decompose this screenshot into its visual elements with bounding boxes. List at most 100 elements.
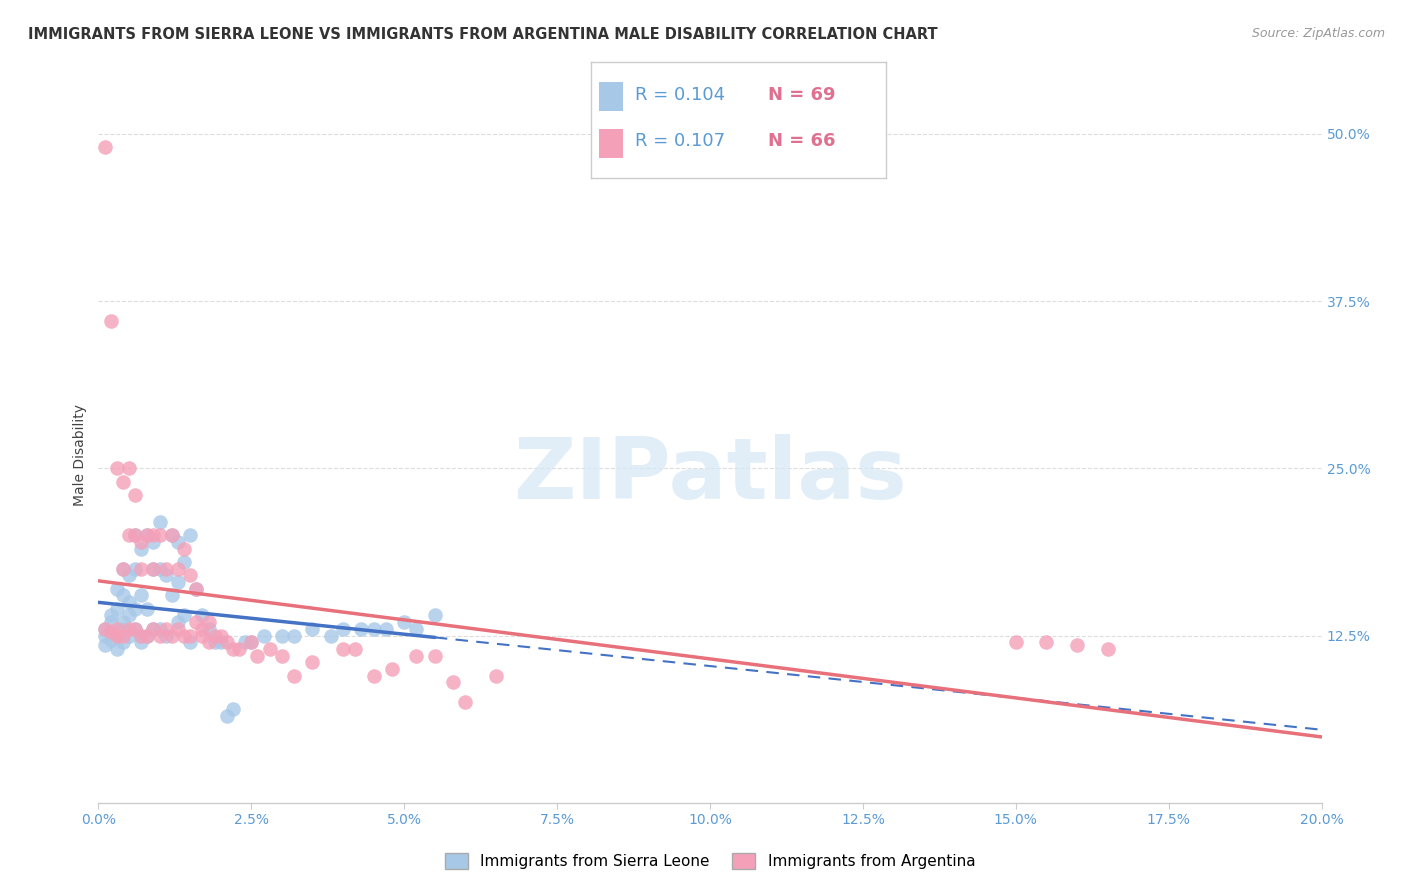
Immigrants from Sierra Leone [93,628,115,642]
Immigrants from Sierra Leone [100,615,122,630]
Immigrants from Argentina [191,628,214,642]
Immigrants from Argentina [105,622,128,636]
Immigrants from Sierra Leone [129,589,152,603]
Immigrants from Argentina [228,642,250,657]
FancyBboxPatch shape [599,82,623,112]
Immigrants from Sierra Leone [100,632,122,647]
Immigrants from Sierra Leone [283,628,305,642]
Immigrants from Argentina [118,461,141,475]
Immigrants from Sierra Leone [93,622,115,636]
Immigrants from Sierra Leone [233,635,256,649]
Immigrants from Sierra Leone [100,624,122,639]
Immigrants from Argentina [405,648,427,663]
Immigrants from Sierra Leone [209,635,232,649]
Immigrants from Argentina [423,648,446,663]
Immigrants from Sierra Leone [222,702,245,716]
Immigrants from Argentina [1066,638,1088,652]
Immigrants from Argentina [283,669,305,683]
Immigrants from Sierra Leone [142,562,165,576]
Immigrants from Sierra Leone [149,562,172,576]
Immigrants from Argentina [246,648,269,663]
Immigrants from Argentina [124,622,146,636]
Immigrants from Sierra Leone [374,622,396,636]
Immigrants from Sierra Leone [350,622,373,636]
Immigrants from Sierra Leone [167,615,190,630]
Immigrants from Sierra Leone [167,575,190,590]
Immigrants from Sierra Leone [179,635,201,649]
Immigrants from Sierra Leone [136,528,159,542]
Immigrants from Sierra Leone [142,535,165,549]
Immigrants from Sierra Leone [270,628,292,642]
Immigrants from Sierra Leone [118,595,141,609]
Text: N = 66: N = 66 [768,132,835,150]
Immigrants from Argentina [124,488,146,502]
Immigrants from Argentina [197,615,219,630]
Immigrants from Sierra Leone [124,528,146,542]
Immigrants from Argentina [100,624,122,639]
Immigrants from Argentina [240,635,263,649]
Immigrants from Argentina [149,628,172,642]
Immigrants from Sierra Leone [100,608,122,623]
Text: IMMIGRANTS FROM SIERRA LEONE VS IMMIGRANTS FROM ARGENTINA MALE DISABILITY CORREL: IMMIGRANTS FROM SIERRA LEONE VS IMMIGRAN… [28,27,938,42]
Immigrants from Argentina [332,642,354,657]
Immigrants from Sierra Leone [155,568,177,582]
Immigrants from Sierra Leone [105,602,128,616]
Immigrants from Sierra Leone [363,622,385,636]
Text: Source: ZipAtlas.com: Source: ZipAtlas.com [1251,27,1385,40]
Immigrants from Sierra Leone [111,589,134,603]
Immigrants from Sierra Leone [124,622,146,636]
Immigrants from Argentina [363,669,385,683]
Immigrants from Sierra Leone [405,622,427,636]
Immigrants from Argentina [209,628,232,642]
Immigrants from Sierra Leone [111,615,134,630]
Immigrants from Sierra Leone [136,628,159,642]
Text: R = 0.107: R = 0.107 [636,132,725,150]
Immigrants from Sierra Leone [167,535,190,549]
Immigrants from Argentina [173,628,195,642]
Immigrants from Sierra Leone [129,628,152,642]
Immigrants from Sierra Leone [105,582,128,596]
Text: N = 69: N = 69 [768,86,835,103]
Immigrants from Sierra Leone [111,562,134,576]
Immigrants from Argentina [142,562,165,576]
Immigrants from Argentina [136,628,159,642]
Immigrants from Sierra Leone [155,628,177,642]
Immigrants from Sierra Leone [129,635,152,649]
Immigrants from Argentina [1035,635,1057,649]
Immigrants from Sierra Leone [423,608,446,623]
Immigrants from Sierra Leone [191,608,214,623]
Immigrants from Sierra Leone [240,635,263,649]
Legend: Immigrants from Sierra Leone, Immigrants from Argentina: Immigrants from Sierra Leone, Immigrants… [439,847,981,875]
Immigrants from Argentina [270,648,292,663]
Immigrants from Argentina [197,635,219,649]
Immigrants from Sierra Leone [173,555,195,569]
Immigrants from Sierra Leone [142,622,165,636]
Immigrants from Argentina [167,622,190,636]
FancyBboxPatch shape [599,128,623,158]
Immigrants from Argentina [179,568,201,582]
Immigrants from Argentina [149,528,172,542]
Immigrants from Argentina [1097,642,1119,657]
Immigrants from Argentina [1004,635,1026,649]
Immigrants from Argentina [93,622,115,636]
Immigrants from Argentina [186,582,208,596]
Immigrants from Argentina [344,642,367,657]
Immigrants from Sierra Leone [93,638,115,652]
Y-axis label: Male Disability: Male Disability [73,404,87,506]
Immigrants from Sierra Leone [124,602,146,616]
Immigrants from Argentina [191,622,214,636]
Immigrants from Argentina [160,628,183,642]
Immigrants from Sierra Leone [332,622,354,636]
Immigrants from Sierra Leone [319,628,342,642]
Immigrants from Argentina [111,628,134,642]
Immigrants from Argentina [93,140,115,154]
Immigrants from Argentina [215,635,238,649]
Immigrants from Argentina [441,675,464,690]
Immigrants from Argentina [186,615,208,630]
Immigrants from Argentina [129,628,152,642]
Immigrants from Sierra Leone [160,528,183,542]
Immigrants from Sierra Leone [173,608,195,623]
Immigrants from Sierra Leone [392,615,416,630]
Immigrants from Argentina [222,642,245,657]
Immigrants from Argentina [105,628,128,642]
